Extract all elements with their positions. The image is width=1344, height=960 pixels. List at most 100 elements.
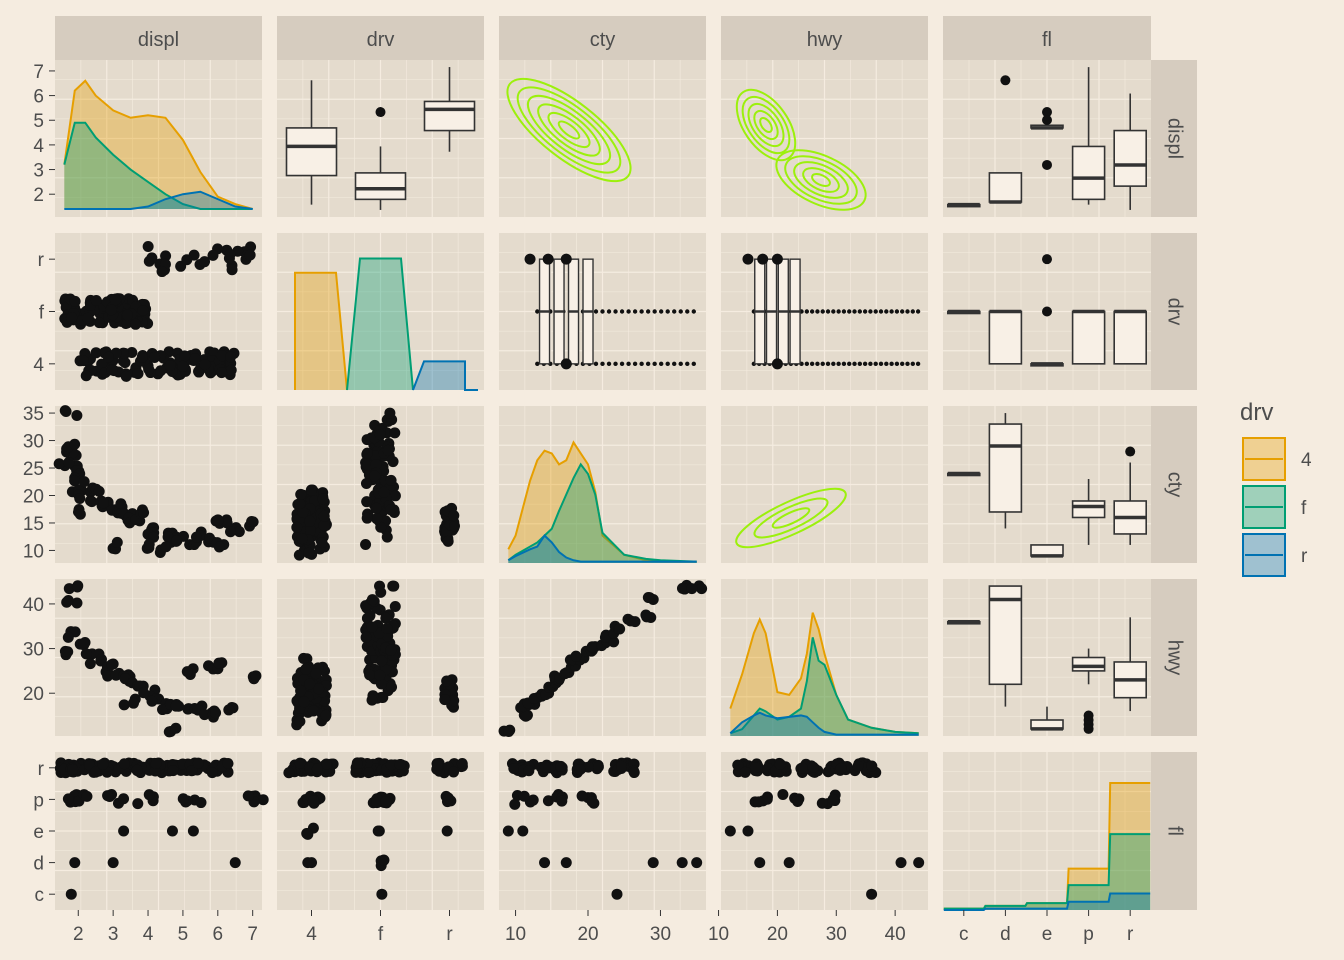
data-point	[374, 669, 386, 681]
panel-fl-drv	[277, 752, 484, 910]
data-point	[84, 658, 96, 670]
data-point	[302, 857, 314, 869]
density-r-area	[943, 893, 1151, 910]
data-point	[310, 668, 322, 680]
boxplot	[988, 309, 1023, 365]
data-point	[130, 318, 142, 330]
data-point	[542, 795, 554, 807]
boxplot	[988, 75, 1023, 204]
contour-line	[547, 111, 591, 149]
data-point	[193, 366, 205, 378]
x-tick-label: f	[378, 924, 384, 945]
data-point	[107, 857, 119, 869]
box	[988, 172, 1023, 203]
data-point	[678, 309, 683, 314]
x-tick-label: r	[446, 924, 453, 945]
boxplot	[1071, 479, 1106, 545]
data-point	[608, 636, 620, 648]
data-point	[216, 367, 228, 379]
data-point	[118, 758, 130, 770]
data-point	[441, 675, 453, 687]
y-tick-label: 5	[33, 111, 44, 132]
data-point	[78, 639, 90, 651]
y-tick-label: 6	[33, 87, 44, 108]
data-point	[600, 361, 605, 367]
contour-line	[771, 507, 811, 529]
x-tick-label: r	[1127, 924, 1134, 945]
data-point	[294, 715, 306, 727]
data-point	[160, 541, 172, 553]
panel-cty-cty	[499, 406, 706, 563]
box	[988, 310, 1023, 365]
data-point	[878, 309, 884, 314]
data-point	[613, 361, 618, 367]
data-point	[97, 758, 109, 770]
density-4-area	[508, 442, 697, 563]
panel-drv-fl	[943, 233, 1151, 390]
x-tick-label: 20	[767, 924, 788, 945]
strip-label-drv: drv	[367, 29, 395, 51]
data-point	[304, 515, 316, 527]
contour-line	[516, 86, 622, 174]
data-point	[836, 309, 841, 314]
data-point	[841, 361, 847, 367]
contour-line	[735, 88, 797, 162]
data-point	[1042, 114, 1052, 125]
data-point	[592, 761, 604, 773]
data-point	[65, 888, 77, 900]
data-point	[164, 360, 176, 372]
data-point	[142, 241, 154, 253]
data-point	[586, 795, 598, 807]
data-point	[771, 358, 783, 370]
data-point	[792, 795, 804, 807]
data-point	[121, 317, 133, 329]
data-point	[560, 857, 572, 869]
data-point	[665, 309, 670, 314]
boxplot	[1030, 254, 1064, 367]
data-point	[242, 790, 254, 802]
data-point	[199, 359, 211, 371]
boxplot	[1113, 617, 1147, 712]
data-point	[503, 725, 515, 737]
panel-hwy-hwy	[721, 579, 928, 736]
data-point	[1042, 254, 1052, 265]
data-point	[90, 294, 102, 306]
data-point	[120, 370, 132, 382]
data-point	[171, 535, 183, 547]
density-f-area	[730, 637, 919, 736]
data-point	[910, 309, 915, 314]
data-point	[827, 793, 839, 805]
data-point	[847, 309, 852, 314]
strip-label-displ: displ	[1164, 118, 1186, 159]
data-point	[556, 795, 568, 807]
data-point	[283, 767, 295, 779]
panel-cty-fl	[943, 406, 1151, 563]
density-r-line	[507, 534, 697, 563]
strip-right-cty	[1151, 406, 1197, 563]
data-point	[626, 361, 631, 367]
data-point	[304, 678, 316, 690]
panel-fl-fl	[943, 752, 1151, 911]
data-point	[74, 508, 86, 520]
data-point	[672, 361, 677, 367]
data-point	[380, 796, 392, 808]
data-point	[69, 857, 81, 869]
boxplot	[988, 585, 1023, 707]
data-point	[229, 857, 241, 869]
data-point	[539, 761, 551, 773]
data-point	[291, 521, 303, 533]
data-point	[375, 586, 387, 598]
data-point	[166, 825, 178, 837]
data-point	[889, 309, 894, 314]
data-point	[658, 361, 664, 367]
boxplot	[1113, 446, 1147, 545]
panel-fl-cty	[499, 752, 706, 910]
contour-line	[753, 109, 779, 141]
boxplot	[1030, 706, 1064, 731]
data-point	[804, 309, 810, 314]
data-point	[216, 350, 228, 362]
x-tick-label: 4	[143, 924, 154, 945]
y-tick-label: 7	[33, 62, 44, 83]
data-point	[1042, 306, 1052, 317]
strip-top-fl	[943, 16, 1151, 60]
